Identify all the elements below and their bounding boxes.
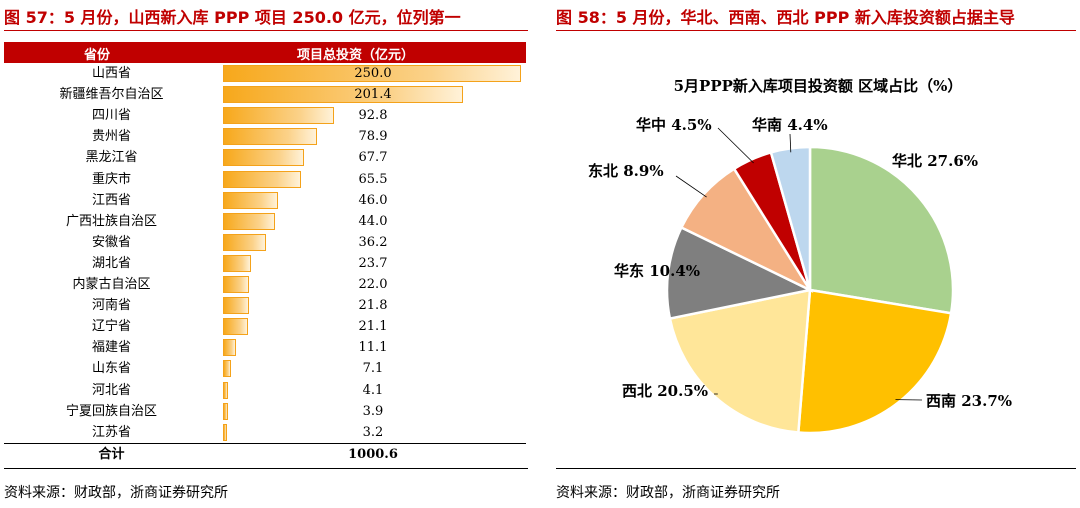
investment-bar [223,276,250,293]
slice-label: 东北 8.9% [588,162,664,180]
leader-line [675,175,707,198]
pie-slice [668,288,812,434]
investment-bar [223,170,302,188]
province-name: 江苏省 [91,424,131,440]
investment-value: 92.8 [358,108,388,124]
investment-value: 65.5 [358,171,388,187]
province-name: 辽宁省 [91,319,131,335]
investment-value: 11.1 [358,340,388,356]
investment-bar [223,233,267,251]
left-source-note: 资料来源：财政部，浙商证券研究所 [4,485,228,501]
investment-value: 67.7 [358,150,388,166]
province-name: 四川省 [91,108,131,124]
slice-label: 华东 10.4% [614,262,700,280]
investment-value: 7.1 [362,361,384,377]
investment-value: 250.0 [354,66,392,81]
investment-value: 23.7 [358,255,388,271]
province-name: 广西壮族自治区 [65,213,157,229]
investment-bar [223,423,227,441]
province-name: 内蒙古自治区 [72,277,151,292]
investment-bar [223,65,521,82]
province-name: 山西省 [91,66,131,81]
province-name: 新疆维吾尔自治区 [59,87,164,103]
investment-value: 201.4 [354,87,392,103]
province-name: 山东省 [91,361,131,377]
province-name: 安徽省 [91,234,131,250]
right-figure-title: 图 58：5 月份，华北、西南、西北 PPP 新入库投资额占据主导 [556,8,1015,27]
province-name: 河北省 [91,382,131,398]
investment-value: 46.0 [358,192,388,208]
pie-title: 5月PPP新入库项目投资额 区域占比（%） [674,77,963,95]
slice-label: 华北 27.6% [892,152,978,170]
pie-slice [808,145,955,315]
investment-bar [223,381,228,399]
province-name: 江西省 [91,192,131,208]
investment-value: 3.2 [362,424,384,440]
investment-bar [223,318,249,336]
total-separator [4,442,526,444]
investment-bar [223,128,318,146]
left-figure-title: 图 57：5 月份，山西新入库 PPP 项目 250.0 亿元，位列第一 [4,8,461,27]
investment-bar [223,86,464,104]
investment-bar [223,149,304,167]
header-investment: 项目总投资（亿元） [297,48,415,63]
investment-value: 36.2 [358,234,388,250]
investment-value: 3.9 [362,403,384,419]
province-name: 宁夏回族自治区 [65,403,157,419]
left-title-rule [4,30,528,31]
investment-value: 22.0 [358,277,388,292]
leader-line [789,133,792,153]
investment-bar [223,254,252,272]
right-source-note: 资料来源：财政部，浙商证券研究所 [556,485,780,501]
total-label: 合计 [98,446,125,462]
investment-value: 4.1 [362,382,384,398]
investment-value: 21.1 [358,319,388,335]
province-name: 贵州省 [91,129,131,145]
investment-bar [223,360,232,378]
header-province: 省份 [84,48,111,63]
pie-slice [796,288,953,435]
pie-slice [679,167,814,294]
investment-bar [223,191,278,209]
region-pie-chart: 5月PPP新入库项目投资额 区域占比（%） 华北 27.6% 西南 23.7% 西北… [588,77,1012,435]
right-bottom-rule [556,468,1076,469]
slice-label: 华中 4.5% [636,116,712,134]
investment-value: 78.9 [358,129,388,145]
total-value: 1000.6 [348,446,398,462]
province-name: 福建省 [91,340,131,356]
province-name: 黑龙江省 [85,150,138,166]
investment-bar [223,297,249,315]
investment-bar [223,107,334,125]
left-bottom-rule [4,468,528,469]
province-name: 重庆市 [91,171,131,187]
province-name: 河南省 [91,298,131,314]
investment-bar [223,402,228,420]
investment-bar [223,339,237,357]
leader-line [717,127,754,164]
investment-value: 44.0 [358,213,388,229]
investment-value: 21.8 [358,298,388,314]
slice-label: 西南 23.7% [926,392,1012,410]
table-header: 省份 项目总投资（亿元） [4,42,526,63]
right-title-rule [556,30,1076,31]
slice-label: 华南 4.4% [752,116,828,134]
province-name: 湖北省 [91,255,131,271]
investment-bar [223,212,276,230]
pie-slice [665,225,814,321]
slice-label: 西北 20.5% [622,382,708,400]
